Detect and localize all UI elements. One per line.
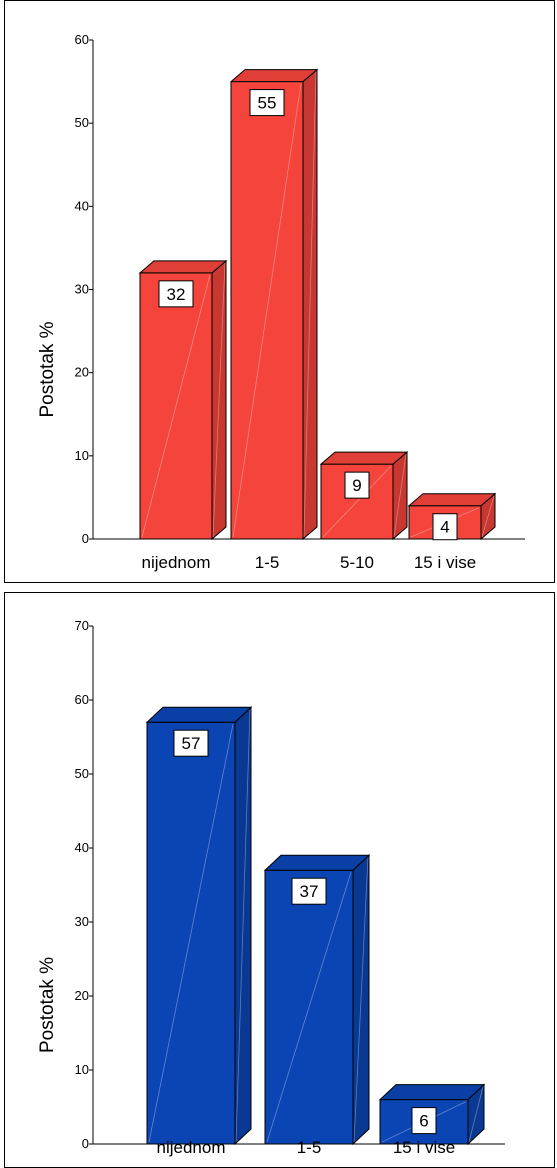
- y-axis-label: Postotak %: [37, 957, 58, 1053]
- data-label-3: 6: [419, 1112, 428, 1131]
- data-label-1: 32: [167, 285, 186, 304]
- bar-3-sheen: [322, 465, 392, 538]
- data-label-box-1: [173, 729, 209, 757]
- y-tick-label-20: 20: [75, 988, 89, 1003]
- y-tick-label-50: 50: [75, 115, 89, 130]
- y-tick-label-40: 40: [75, 840, 89, 855]
- data-label-box-3: [344, 471, 370, 499]
- y-tick-label-50: 50: [75, 766, 89, 781]
- data-label-box-1: [158, 280, 194, 308]
- bar-2-sheen: [232, 83, 302, 538]
- bar-2-side-sheen: [353, 857, 369, 1143]
- x-tick-label-1: nijednom: [157, 1138, 226, 1157]
- x-tick-label-2: 1-5: [297, 1138, 322, 1157]
- x-tick-label-1: nijednom: [142, 553, 211, 572]
- data-label-4: 4: [440, 518, 449, 537]
- data-label-2: 55: [258, 94, 277, 113]
- y-tick-label-60: 60: [75, 32, 89, 47]
- y-tick-label-20: 20: [75, 365, 89, 380]
- data-label-box-2: [291, 877, 327, 905]
- y-tick-label-10: 10: [75, 448, 89, 463]
- bar-1-sheen: [148, 724, 234, 1143]
- y-tick-label-60: 60: [75, 692, 89, 707]
- y-axis-label: Postotak %: [37, 321, 58, 417]
- x-tick-label-3: 5-10: [340, 553, 374, 572]
- y-tick-label-30: 30: [75, 282, 89, 297]
- y-tick-label-70: 70: [75, 618, 89, 633]
- data-label-3: 9: [352, 476, 361, 495]
- bar-2-top: [229, 69, 319, 83]
- bar-chart-1: 0 10 20 30 40 50 60 Postotak % 32 nijednom 55 1-5 9 5…: [37, 32, 525, 572]
- bar-4-side-sheen: [481, 495, 495, 538]
- bar-3-top: [319, 451, 409, 465]
- y-tick-label-10: 10: [75, 1062, 89, 1077]
- data-label-box-2: [249, 89, 285, 117]
- x-tick-label-2: 1-5: [255, 553, 280, 572]
- bar-1-top: [138, 260, 228, 274]
- bar-2-sheen: [266, 872, 352, 1143]
- bar-4-top: [407, 493, 497, 507]
- bar-1-sheen: [141, 274, 211, 538]
- data-label-box-3: [411, 1107, 437, 1135]
- bar-1: [146, 721, 236, 1145]
- chart-panel-1: 0 10 20 30 40 50 60 Postotak % 32 nijednom 55 1-5 9 5…: [4, 0, 555, 583]
- bar-3-side-sheen: [393, 454, 407, 538]
- x-tick-label-4: 15 i vise: [414, 553, 476, 572]
- y-tick-label-30: 30: [75, 914, 89, 929]
- bar-2-side-sheen: [303, 71, 317, 538]
- bar-1-top: [145, 706, 253, 723]
- y-tick-label-0: 0: [82, 1136, 89, 1151]
- bar-2: [264, 869, 354, 1145]
- data-label-2: 37: [300, 882, 319, 901]
- bar-1-side-sheen: [212, 262, 226, 538]
- bar-2-top: [263, 854, 371, 871]
- bar-1-side-sheen: [235, 709, 251, 1143]
- y-tick-label-40: 40: [75, 198, 89, 213]
- bar-3-side-sheen: [468, 1086, 484, 1143]
- x-tick-label-3: 15 i vise: [393, 1138, 455, 1157]
- data-label-box-4: [432, 513, 458, 541]
- bar-chart-2: 0 10 20 30 40 50 60 70 Postotak % 57 nijednom 37 1-5…: [37, 618, 505, 1157]
- chart-panel-2: 0 10 20 30 40 50 60 70 Postotak % 57 nijednom 37 1-5…: [4, 592, 555, 1168]
- y-tick-label-0: 0: [82, 531, 89, 546]
- data-label-1: 57: [182, 734, 201, 753]
- bar-3-top: [378, 1084, 486, 1101]
